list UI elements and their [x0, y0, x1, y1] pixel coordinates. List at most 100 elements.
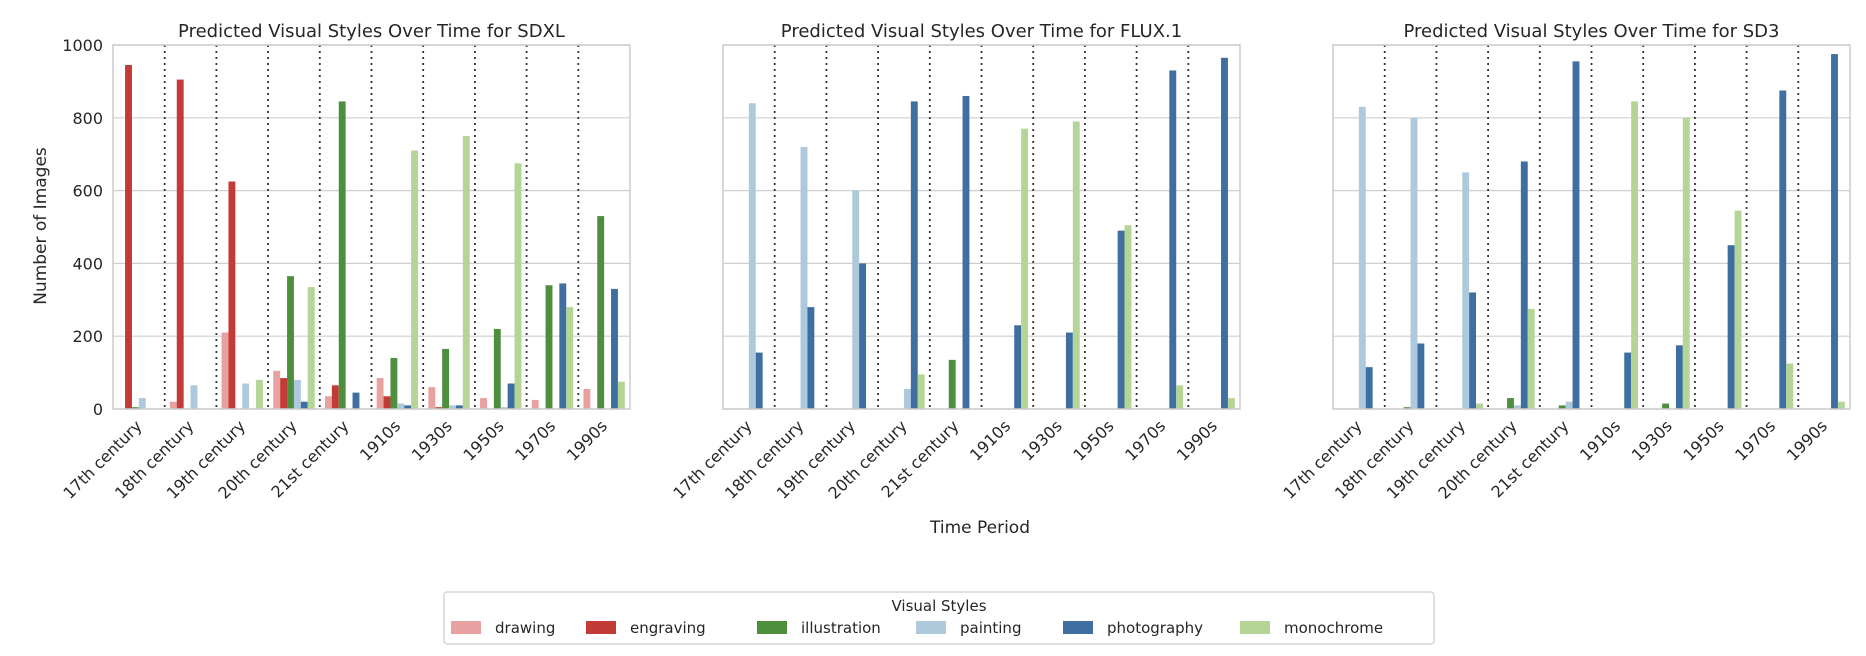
bar — [462, 136, 470, 409]
y-tick-label: 1000 — [62, 36, 103, 55]
y-tick-label: 800 — [72, 109, 103, 128]
bar — [500, 407, 508, 409]
bar — [455, 405, 463, 409]
bar — [852, 190, 860, 409]
bar — [1403, 407, 1411, 409]
y-tick-label: 200 — [72, 327, 103, 346]
bar — [1169, 70, 1177, 409]
x-tick-label: 1930s — [1018, 416, 1066, 464]
x-tick-label: 1950s — [1069, 416, 1117, 464]
bar — [566, 307, 574, 409]
bar — [324, 396, 332, 409]
bar — [428, 387, 436, 409]
bar — [404, 405, 412, 409]
bar — [1527, 308, 1535, 409]
bar — [1065, 332, 1073, 409]
bar — [480, 398, 487, 409]
bar — [338, 101, 346, 410]
bar — [755, 352, 763, 409]
bar — [169, 401, 177, 409]
bar — [917, 374, 925, 409]
legend-swatch — [757, 621, 787, 634]
legend-item: illustration — [757, 619, 881, 637]
bar — [1831, 54, 1838, 409]
bar — [1462, 172, 1470, 409]
bar — [1837, 401, 1845, 409]
legend-swatch — [1063, 621, 1093, 634]
legend-item: drawing — [451, 619, 555, 637]
x-tick-label: 1970s — [511, 416, 559, 464]
bar — [1507, 398, 1514, 409]
bar — [1631, 101, 1639, 410]
chart-title: Predicted Visual Styles Over Time for SD… — [178, 21, 565, 42]
bar — [545, 285, 553, 409]
x-tick-label: 1990s — [1783, 416, 1831, 464]
bar — [1624, 352, 1632, 409]
x-tick-label: 1910s — [356, 416, 404, 464]
legend-swatch — [1240, 621, 1270, 634]
bar — [1734, 210, 1742, 409]
bar — [1176, 385, 1184, 409]
bar — [1727, 245, 1735, 409]
bar — [514, 163, 522, 409]
bar — [176, 79, 184, 409]
bar — [507, 383, 515, 409]
chart-title: Predicted Visual Styles Over Time for FL… — [781, 21, 1182, 42]
legend-item: painting — [916, 619, 1021, 637]
legend-items: drawing engraving illustration painting phot… — [451, 619, 1383, 637]
y-axis-label: Number of Images — [31, 147, 51, 305]
bar — [307, 287, 315, 409]
bar — [962, 95, 970, 410]
bar — [1227, 398, 1235, 409]
x-tick-label: 1970s — [1731, 416, 1779, 464]
bar — [287, 276, 294, 409]
bar — [125, 65, 132, 410]
y-tick-label: 400 — [72, 254, 103, 273]
legend-swatch — [451, 621, 481, 634]
x-tick-label: 1910s — [1576, 416, 1624, 464]
x-axis-label: Time Period — [929, 518, 1030, 538]
bar — [1662, 403, 1670, 409]
bar — [1365, 367, 1373, 409]
bar — [449, 405, 456, 409]
y-tick-label: 0 — [93, 400, 103, 419]
legend-label: engraving — [630, 619, 706, 637]
bar — [597, 216, 605, 409]
y-tick-label: 600 — [72, 182, 103, 201]
bar — [131, 407, 139, 409]
bar — [910, 101, 918, 410]
legend-label: illustration — [801, 619, 881, 637]
x-tick-label: 1990s — [1173, 416, 1221, 464]
legend-swatch — [916, 621, 946, 634]
bar — [397, 403, 405, 409]
legend-label: drawing — [495, 619, 555, 637]
legend-label: painting — [960, 619, 1021, 637]
plot-frame — [1332, 44, 1851, 410]
bar — [1124, 225, 1132, 409]
legend-item: photography — [1063, 619, 1203, 637]
bar — [1117, 230, 1125, 409]
bar — [376, 378, 384, 409]
x-tick-label: 1950s — [459, 416, 507, 464]
x-tick-label: 1930s — [408, 416, 456, 464]
bar — [948, 359, 956, 409]
bar — [1221, 57, 1228, 410]
bar — [352, 392, 360, 409]
bar — [383, 396, 391, 409]
bar — [800, 146, 808, 410]
bar — [138, 398, 146, 409]
bar — [1572, 61, 1580, 409]
bar — [1786, 363, 1794, 409]
bar — [1513, 405, 1521, 409]
legend-label: monochrome — [1284, 619, 1383, 637]
bar — [859, 263, 867, 409]
bar — [300, 401, 308, 409]
bar — [1779, 90, 1787, 409]
legend: Visual Styles drawing engraving illustrati… — [443, 591, 1435, 645]
bar — [331, 385, 339, 409]
legend-title: Visual Styles — [891, 597, 986, 615]
bar — [411, 150, 419, 409]
bar — [1417, 343, 1425, 409]
